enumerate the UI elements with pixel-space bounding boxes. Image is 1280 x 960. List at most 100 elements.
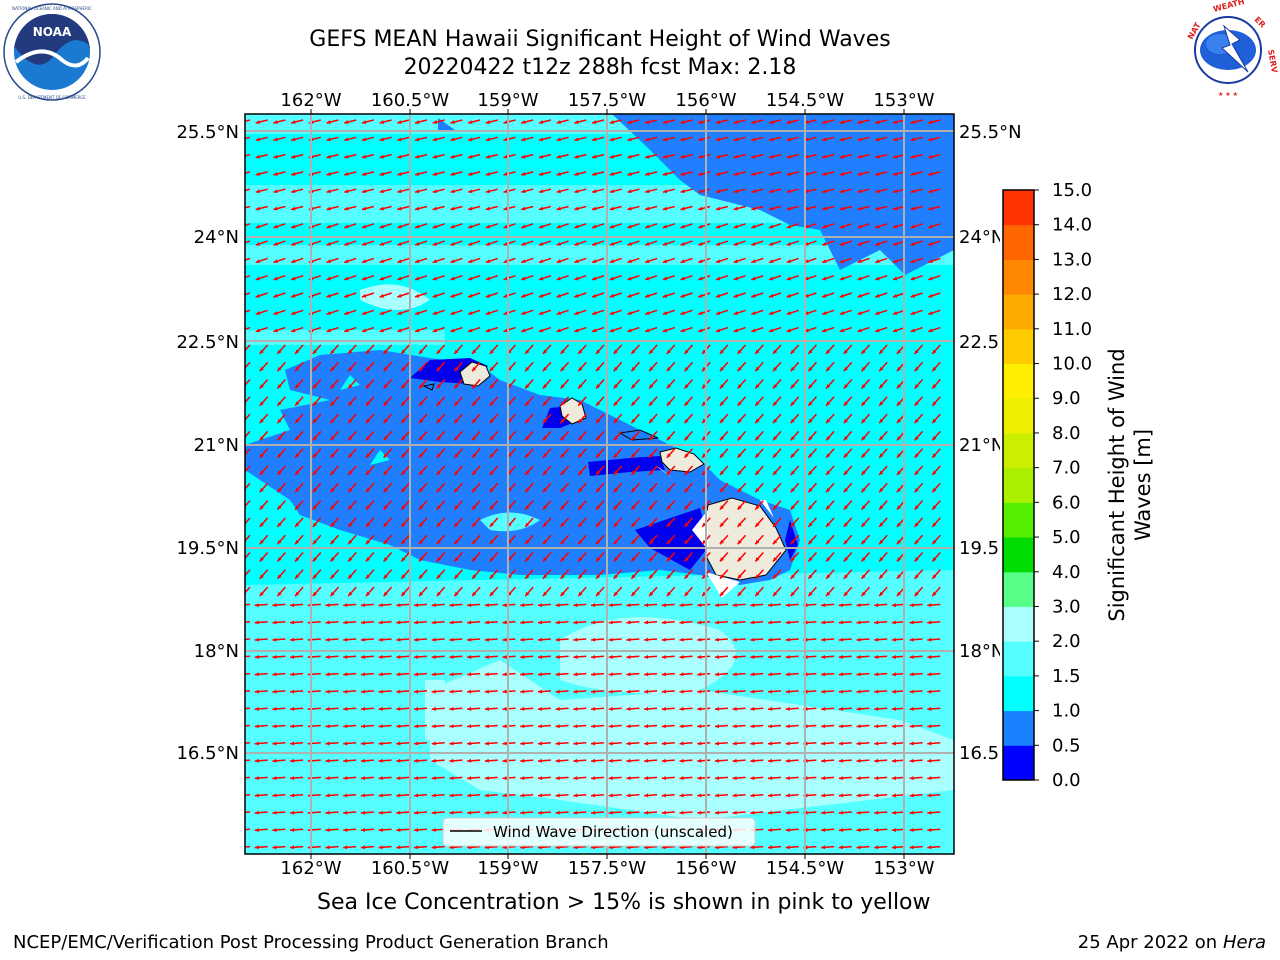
wind-wave-arrow bbox=[255, 326, 268, 333]
wind-wave-arrow bbox=[450, 240, 463, 246]
wind-wave-arrow bbox=[272, 827, 286, 832]
wind-wave-arrow bbox=[276, 482, 286, 493]
wind-wave-arrow bbox=[737, 517, 747, 528]
wind-wave-arrow bbox=[259, 344, 269, 355]
wind-wave-arrow bbox=[555, 620, 569, 625]
wind-wave-arrow bbox=[892, 240, 906, 246]
wind-wave-arrow bbox=[626, 724, 640, 729]
wind-wave-arrow bbox=[325, 689, 339, 694]
wind-wave-arrow bbox=[538, 326, 552, 333]
wind-wave-arrow bbox=[294, 413, 304, 424]
wind-wave-arrow bbox=[365, 552, 375, 562]
wind-wave-arrow bbox=[365, 413, 375, 424]
wind-wave-arrow bbox=[555, 689, 569, 694]
wind-wave-arrow bbox=[874, 689, 888, 694]
wind-wave-arrow bbox=[666, 569, 676, 580]
wind-wave-arrow bbox=[626, 603, 640, 608]
wind-wave-arrow bbox=[821, 153, 835, 159]
wind-wave-arrow bbox=[839, 309, 853, 316]
wind-wave-arrow bbox=[856, 706, 870, 711]
wind-wave-arrow bbox=[577, 569, 587, 580]
wind-wave-arrow bbox=[910, 136, 923, 142]
wind-wave-arrow bbox=[414, 223, 428, 229]
wind-wave-arrow bbox=[325, 603, 339, 608]
wind-wave-arrow bbox=[312, 569, 322, 580]
wind-wave-arrow bbox=[648, 569, 658, 580]
wind-wave-arrow bbox=[860, 430, 871, 441]
wind-wave-arrow bbox=[503, 153, 516, 159]
lat-label-left-4: 21°N bbox=[194, 435, 239, 456]
wind-wave-arrow bbox=[914, 552, 924, 562]
wind-wave-arrow bbox=[613, 465, 623, 476]
wind-wave-arrow bbox=[630, 534, 640, 545]
wind-wave-arrow bbox=[661, 810, 675, 815]
wind-wave-arrow bbox=[750, 741, 764, 746]
wind-wave-arrow bbox=[772, 413, 782, 424]
wind-wave-arrow bbox=[719, 344, 729, 355]
wind-wave-arrow bbox=[714, 603, 728, 608]
wind-wave-arrow bbox=[737, 586, 747, 597]
wind-wave-arrow bbox=[347, 569, 357, 580]
lon-label-top-2: 160.5°W bbox=[371, 90, 450, 111]
wind-wave-arrow bbox=[379, 153, 392, 159]
wind-wave-arrow bbox=[595, 482, 605, 493]
wind-wave-arrow bbox=[914, 396, 924, 407]
wind-wave-arrow bbox=[750, 689, 764, 694]
wind-wave-arrow bbox=[471, 465, 481, 476]
lat-label-left-3: 22.5°N bbox=[176, 332, 239, 353]
wind-wave-arrow bbox=[807, 396, 817, 407]
wind-wave-arrow bbox=[347, 517, 357, 528]
wind-wave-arrow bbox=[577, 534, 587, 545]
wind-wave-arrow bbox=[431, 793, 445, 798]
wind-wave-arrow bbox=[856, 827, 870, 832]
wind-wave-arrow bbox=[785, 827, 799, 832]
wind-wave-arrow bbox=[644, 274, 658, 281]
wind-wave-arrow bbox=[909, 741, 923, 746]
wind-wave-arrow bbox=[843, 552, 853, 562]
wind-wave-arrow bbox=[874, 257, 888, 264]
wind-wave-arrow bbox=[471, 552, 481, 562]
wind-wave-arrow bbox=[732, 724, 746, 729]
wind-wave-arrow bbox=[892, 292, 906, 298]
wind-wave-arrow bbox=[644, 223, 658, 229]
wind-wave-arrow bbox=[733, 326, 746, 333]
wind-wave-arrow bbox=[825, 465, 835, 476]
wind-wave-arrow bbox=[573, 637, 587, 642]
wind-wave-arrow bbox=[928, 326, 941, 333]
wind-wave-arrow bbox=[843, 361, 853, 372]
legend-label: Wind Wave Direction (unscaled) bbox=[493, 823, 733, 841]
wind-wave-arrow bbox=[786, 188, 799, 194]
wind-wave-arrow bbox=[772, 482, 782, 493]
wind-wave-arrow bbox=[892, 223, 906, 229]
wind-wave-arrow bbox=[272, 776, 286, 781]
wind-wave-arrow bbox=[910, 309, 923, 316]
wind-wave-arrow bbox=[644, 326, 658, 333]
wind-wave-arrow bbox=[683, 482, 694, 493]
wind-wave-arrow bbox=[790, 500, 800, 511]
wind-wave-arrow bbox=[878, 465, 888, 476]
wind-wave-arrow bbox=[927, 741, 941, 746]
wind-wave-arrow bbox=[875, 153, 888, 159]
wind-wave-arrow bbox=[680, 171, 693, 176]
wind-wave-arrow bbox=[790, 344, 800, 355]
wind-wave-arrow bbox=[892, 309, 906, 316]
wind-wave-arrow bbox=[662, 205, 675, 211]
wind-wave-arrow bbox=[343, 603, 357, 608]
wind-wave-arrow bbox=[878, 569, 888, 580]
wind-wave-arrow bbox=[343, 326, 357, 333]
wind-wave-arrow bbox=[750, 810, 764, 815]
wind-wave-arrow bbox=[467, 309, 481, 316]
wind-wave-arrow bbox=[259, 517, 269, 528]
wind-wave-arrow bbox=[245, 828, 251, 831]
wind-wave-arrow bbox=[344, 136, 357, 142]
wind-wave-arrow bbox=[648, 430, 658, 441]
wind-wave-arrow bbox=[892, 119, 906, 124]
wind-wave-arrow bbox=[556, 223, 569, 229]
wind-wave-arrow bbox=[910, 119, 923, 124]
chart-title-line2: 20220422 t12z 288h fcst Max: 2.18 bbox=[403, 55, 797, 80]
wind-wave-arrow bbox=[432, 119, 445, 124]
wind-wave-arrow bbox=[909, 776, 923, 781]
wind-wave-arrow bbox=[680, 240, 693, 246]
wind-wave-arrow bbox=[608, 810, 622, 815]
wind-wave-arrow bbox=[857, 274, 870, 281]
